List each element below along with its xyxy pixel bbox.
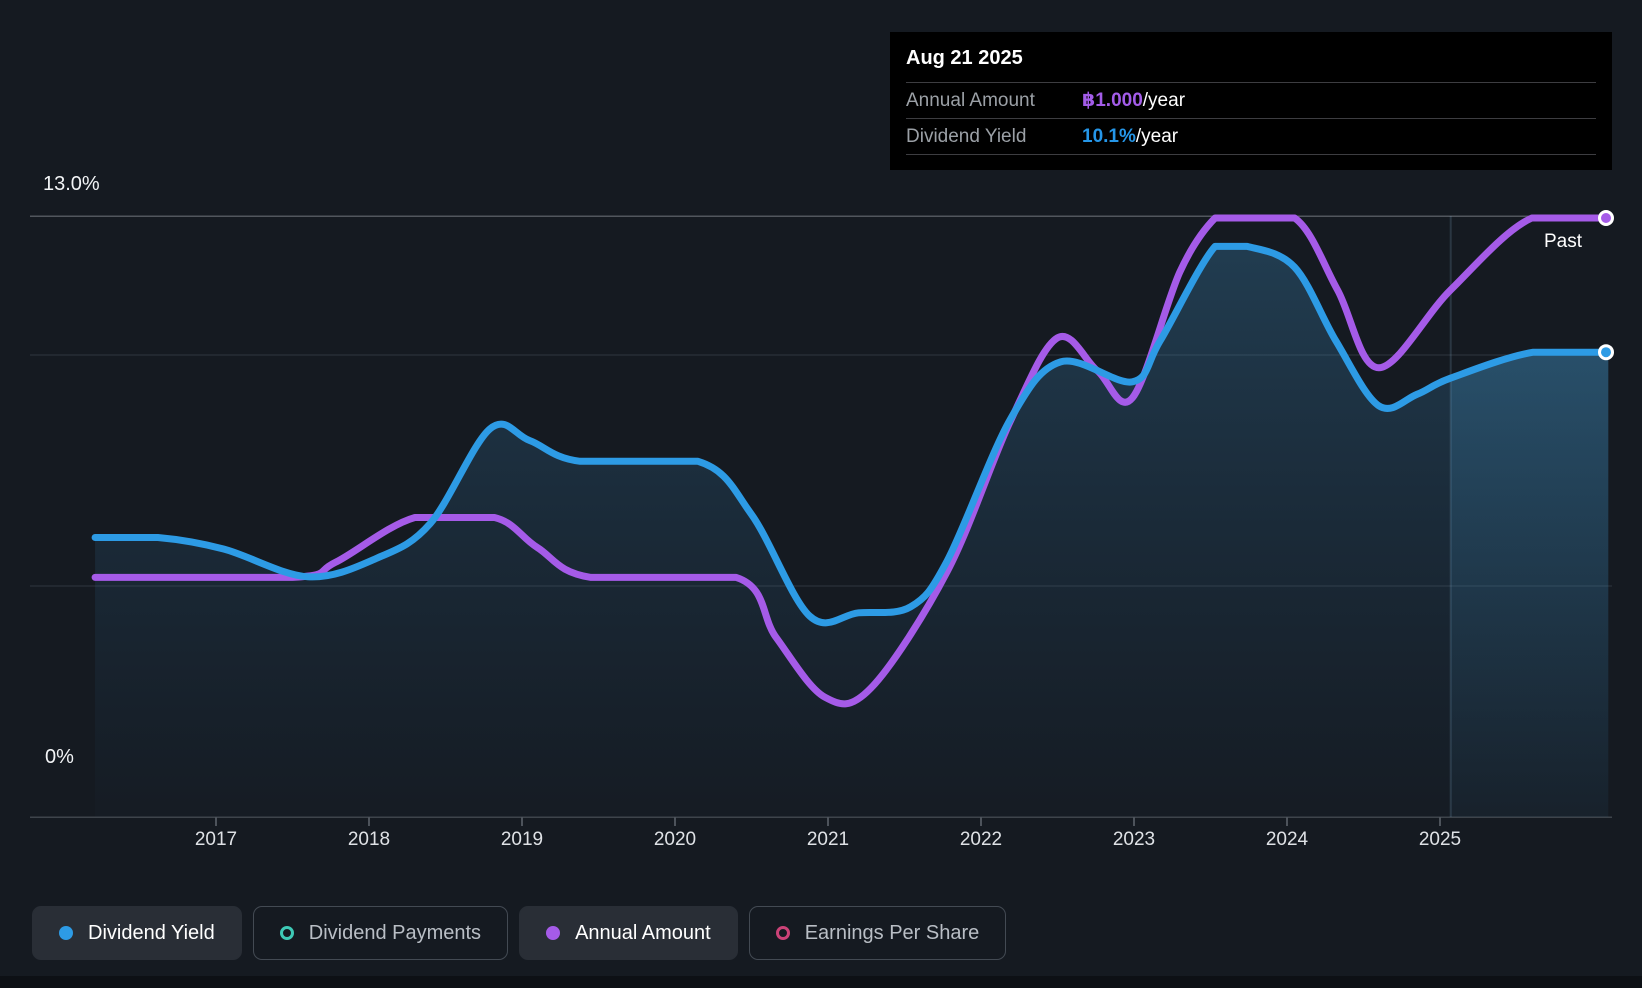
yield-area-fill-future	[1450, 352, 1609, 817]
earnings-per-share-marker-icon	[775, 926, 790, 940]
x-axis-year-2018: 2018	[347, 829, 391, 850]
x-axis-year-2022: 2022	[959, 829, 1003, 850]
tooltip-divider	[906, 154, 1596, 155]
chart-legend: Dividend Yield Dividend Payments Annual Am…	[32, 906, 1007, 960]
legend-label: Earnings Per Share	[804, 921, 980, 944]
legend-item-annual-amount[interactable]: Annual Amount	[519, 906, 738, 960]
x-axis-year-2020: 2020	[653, 829, 697, 850]
legend-label: Dividend Yield	[88, 921, 215, 944]
x-axis-year-2017: 2017	[194, 829, 238, 850]
x-axis-year-2023: 2023	[1112, 829, 1156, 850]
bottom-edge-strip	[0, 976, 1642, 988]
legend-item-dividend-yield[interactable]: Dividend Yield	[32, 906, 242, 960]
y-axis-zero-label: 0%	[45, 746, 74, 768]
tooltip-row-dividend-yield: Dividend Yield 10.1%/year	[906, 118, 1596, 154]
dividend-yield-end-marker	[1598, 344, 1614, 361]
dividend-yield-marker-icon	[59, 926, 73, 940]
legend-label: Dividend Payments	[308, 921, 482, 944]
annual-amount-end-marker	[1598, 210, 1614, 226]
legend-item-dividend-payments[interactable]: Dividend Payments	[252, 906, 509, 960]
dividend-payments-marker-icon	[279, 926, 294, 940]
past-period-label: Past	[1544, 231, 1583, 252]
tooltip-value-dividend-yield: 10.1%/year	[1082, 126, 1179, 147]
legend-label: Annual Amount	[575, 921, 711, 944]
legend-item-earnings-per-share[interactable]: Earnings Per Share	[748, 906, 1007, 960]
y-axis-max-label: 13.0%	[43, 173, 100, 195]
dividend-yield-line	[91, 242, 1612, 627]
tooltip-label: Dividend Yield	[906, 126, 1027, 147]
tooltip-row-annual-amount: Annual Amount ฿1.000/year	[906, 82, 1596, 118]
tooltip-date: Aug 21 2025	[906, 47, 1023, 69]
x-axis-year-2024: 2024	[1265, 829, 1309, 850]
tooltip-value-annual-amount: ฿1.000/year	[1082, 90, 1186, 111]
yield-area-fill	[95, 246, 1609, 817]
tooltip-label: Annual Amount	[906, 90, 1035, 111]
annual-amount-marker-icon	[546, 926, 561, 940]
chart-tooltip: Aug 21 2025 Annual Amount ฿1.000/year Di…	[890, 32, 1612, 170]
x-axis-year-2021: 2021	[806, 829, 850, 850]
x-axis-year-2025: 2025	[1418, 829, 1462, 850]
x-axis-year-2019: 2019	[500, 829, 544, 850]
